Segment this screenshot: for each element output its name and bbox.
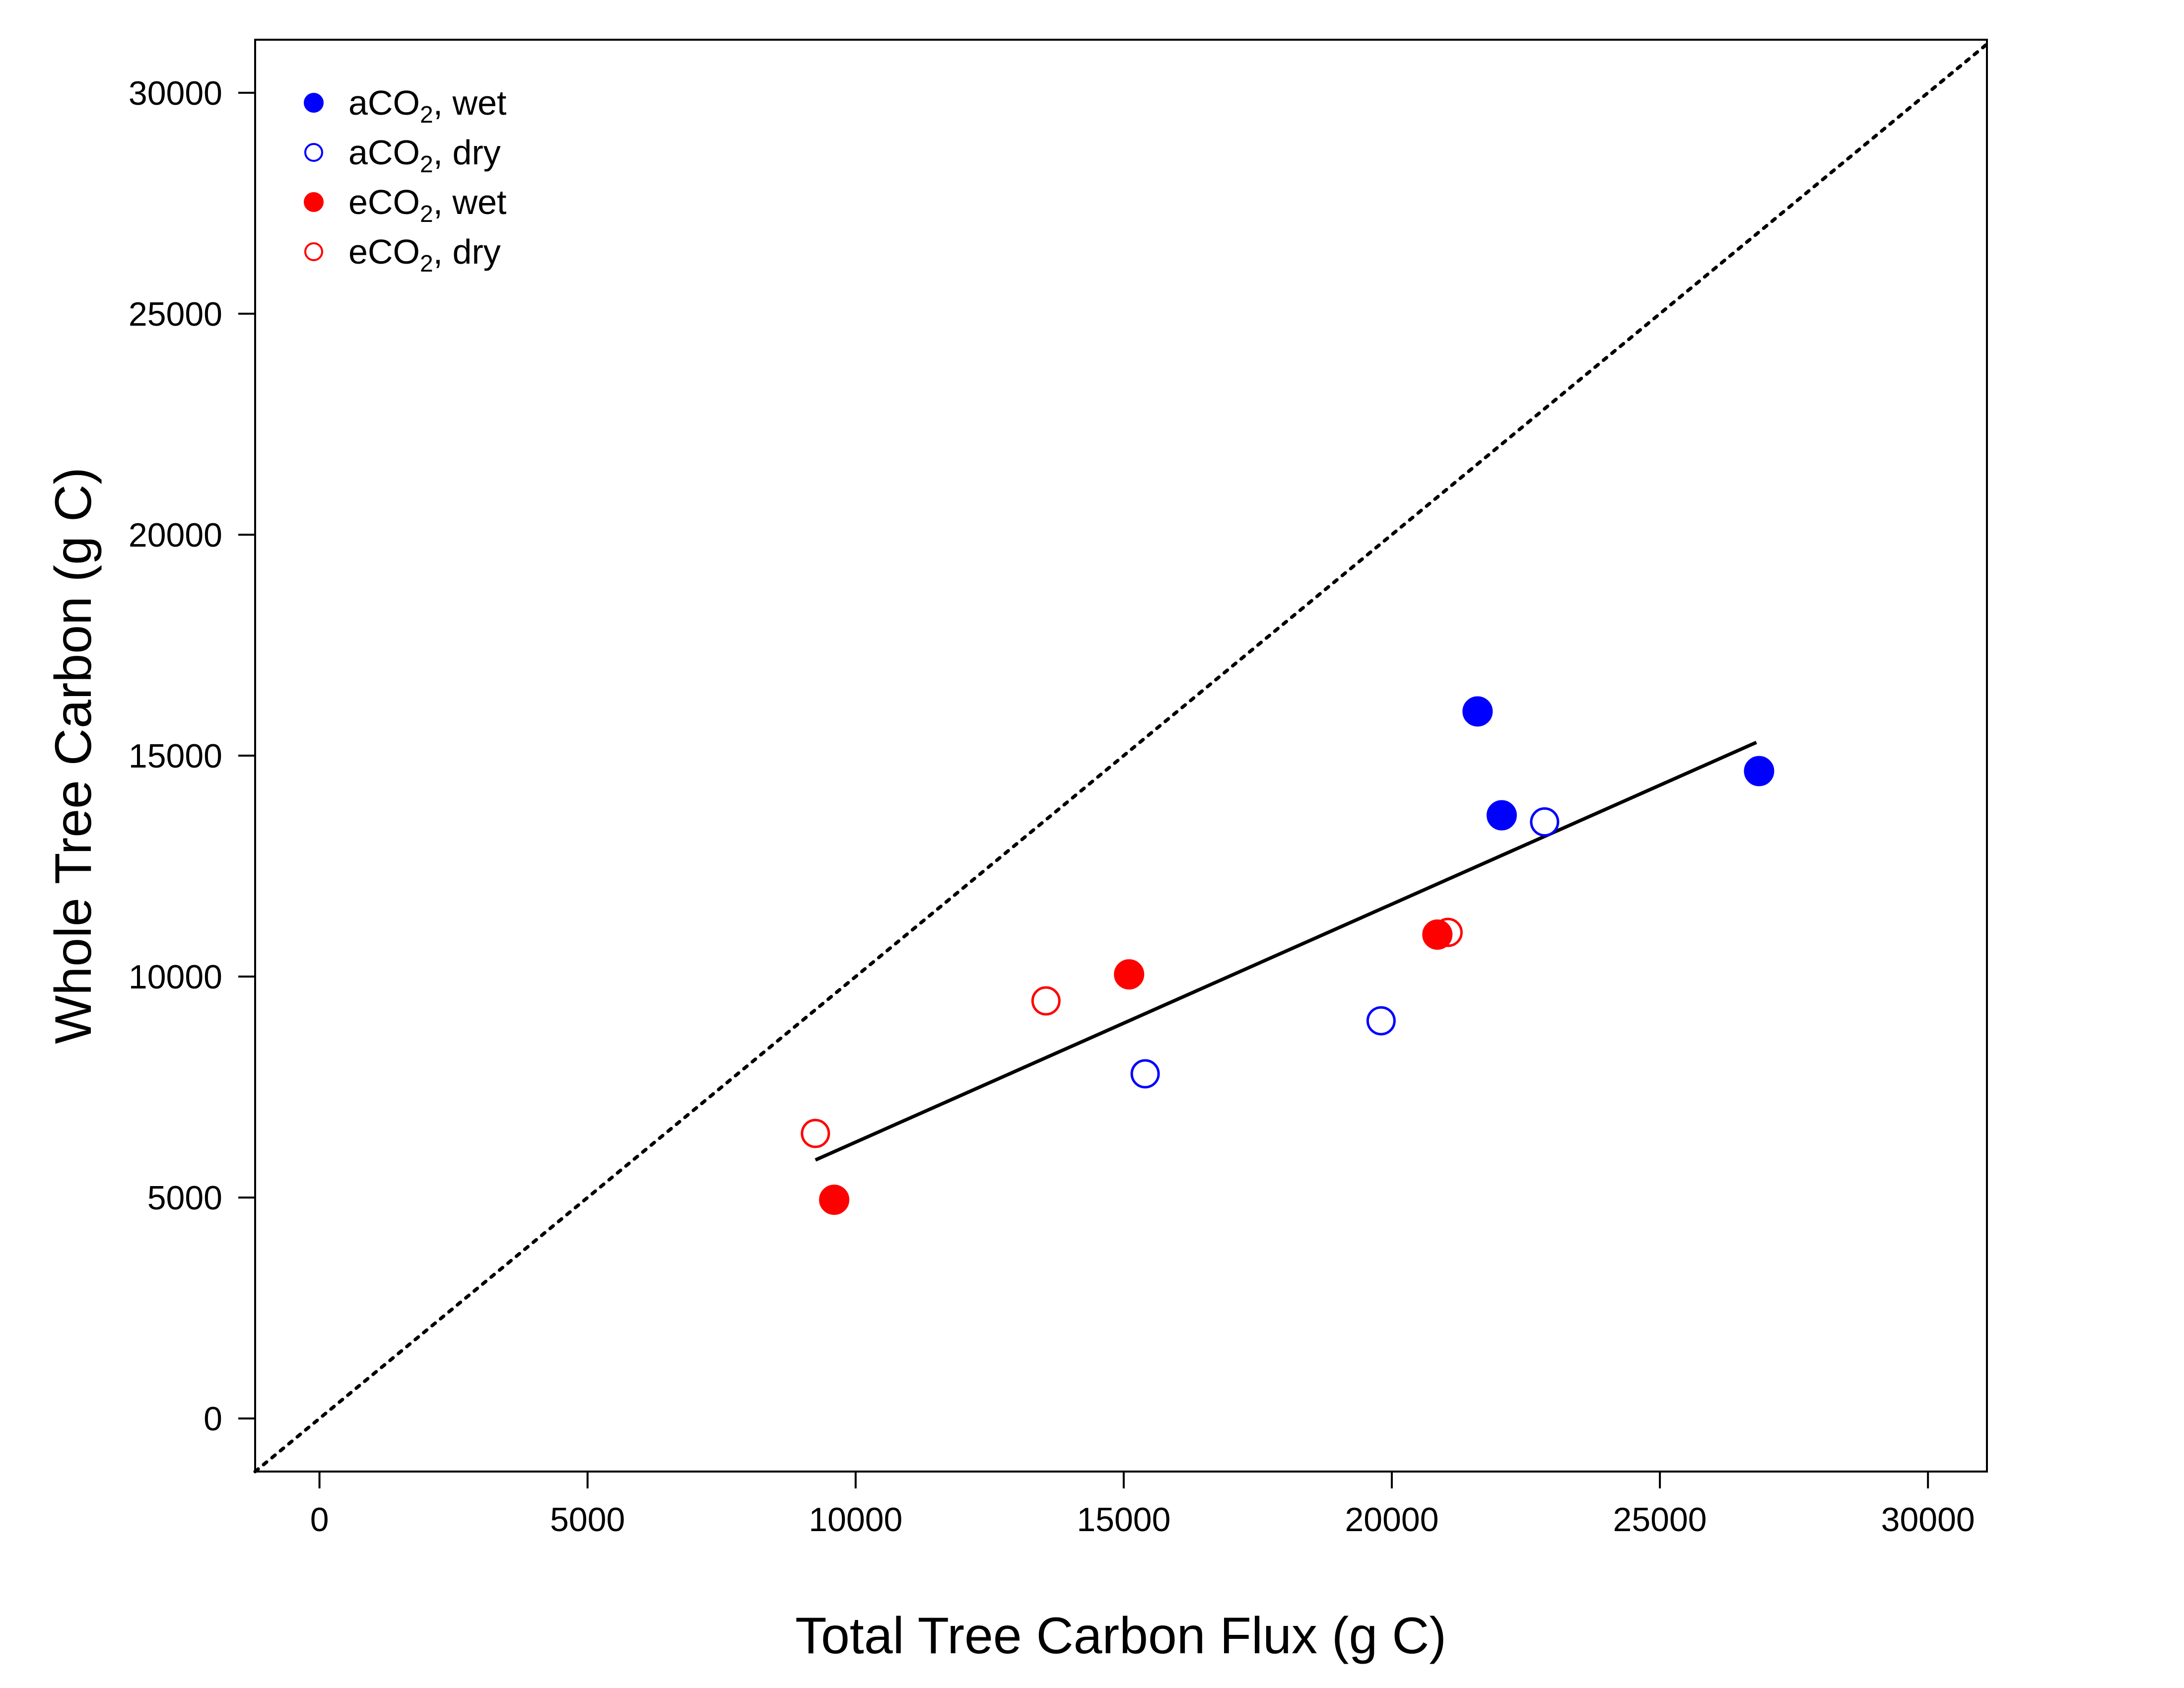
data-point-open: [1031, 986, 1061, 1016]
x-tick-label: 10000: [809, 1501, 902, 1539]
data-point-open: [1366, 1006, 1396, 1036]
legend-marker-filled: [304, 192, 324, 212]
data-point-filled: [1422, 919, 1453, 950]
y-axis-title: Whole Tree Carbon (g C): [45, 467, 102, 1044]
one-to-one-dotted-line: [253, 42, 1989, 1474]
y-tick-label: 0: [204, 1400, 222, 1438]
regression-line: [815, 741, 1757, 1162]
x-tick-label: 0: [310, 1501, 329, 1539]
data-point-filled: [819, 1185, 850, 1215]
x-tick-label: 30000: [1881, 1501, 1975, 1539]
legend-marker-open: [304, 143, 323, 162]
data-point-filled: [1114, 959, 1145, 990]
legend-marker-open: [304, 242, 323, 261]
data-point-filled: [1462, 696, 1493, 727]
data-point-open: [1130, 1059, 1160, 1089]
x-tick-label: 20000: [1345, 1501, 1438, 1539]
legend-label: eCO2, dry: [348, 232, 501, 277]
legend: aCO2, wet aCO2, dry eCO2, wet eCO2, dry: [304, 83, 506, 277]
legend-label: aCO2, wet: [348, 83, 506, 128]
data-point-filled: [1486, 800, 1517, 831]
x-tick-label: 5000: [550, 1501, 625, 1539]
legend-marker-filled: [304, 93, 324, 113]
legend-label: aCO2, dry: [348, 133, 501, 178]
data-point-filled: [1744, 756, 1774, 786]
y-tick-label: 30000: [129, 74, 222, 112]
legend-label: eCO2, wet: [348, 183, 506, 227]
x-axis-title: Total Tree Carbon Flux (g C): [795, 1607, 1446, 1665]
y-tick-label: 25000: [129, 295, 222, 333]
data-point-open: [801, 1119, 830, 1148]
y-tick-label: 5000: [147, 1179, 222, 1217]
y-tick-label: 10000: [129, 958, 222, 996]
y-tick-label: 20000: [129, 516, 222, 554]
y-tick-label: 15000: [129, 737, 222, 775]
x-tick-label: 25000: [1613, 1501, 1707, 1539]
data-point-open: [1530, 807, 1560, 837]
x-tick-label: 15000: [1077, 1501, 1170, 1539]
